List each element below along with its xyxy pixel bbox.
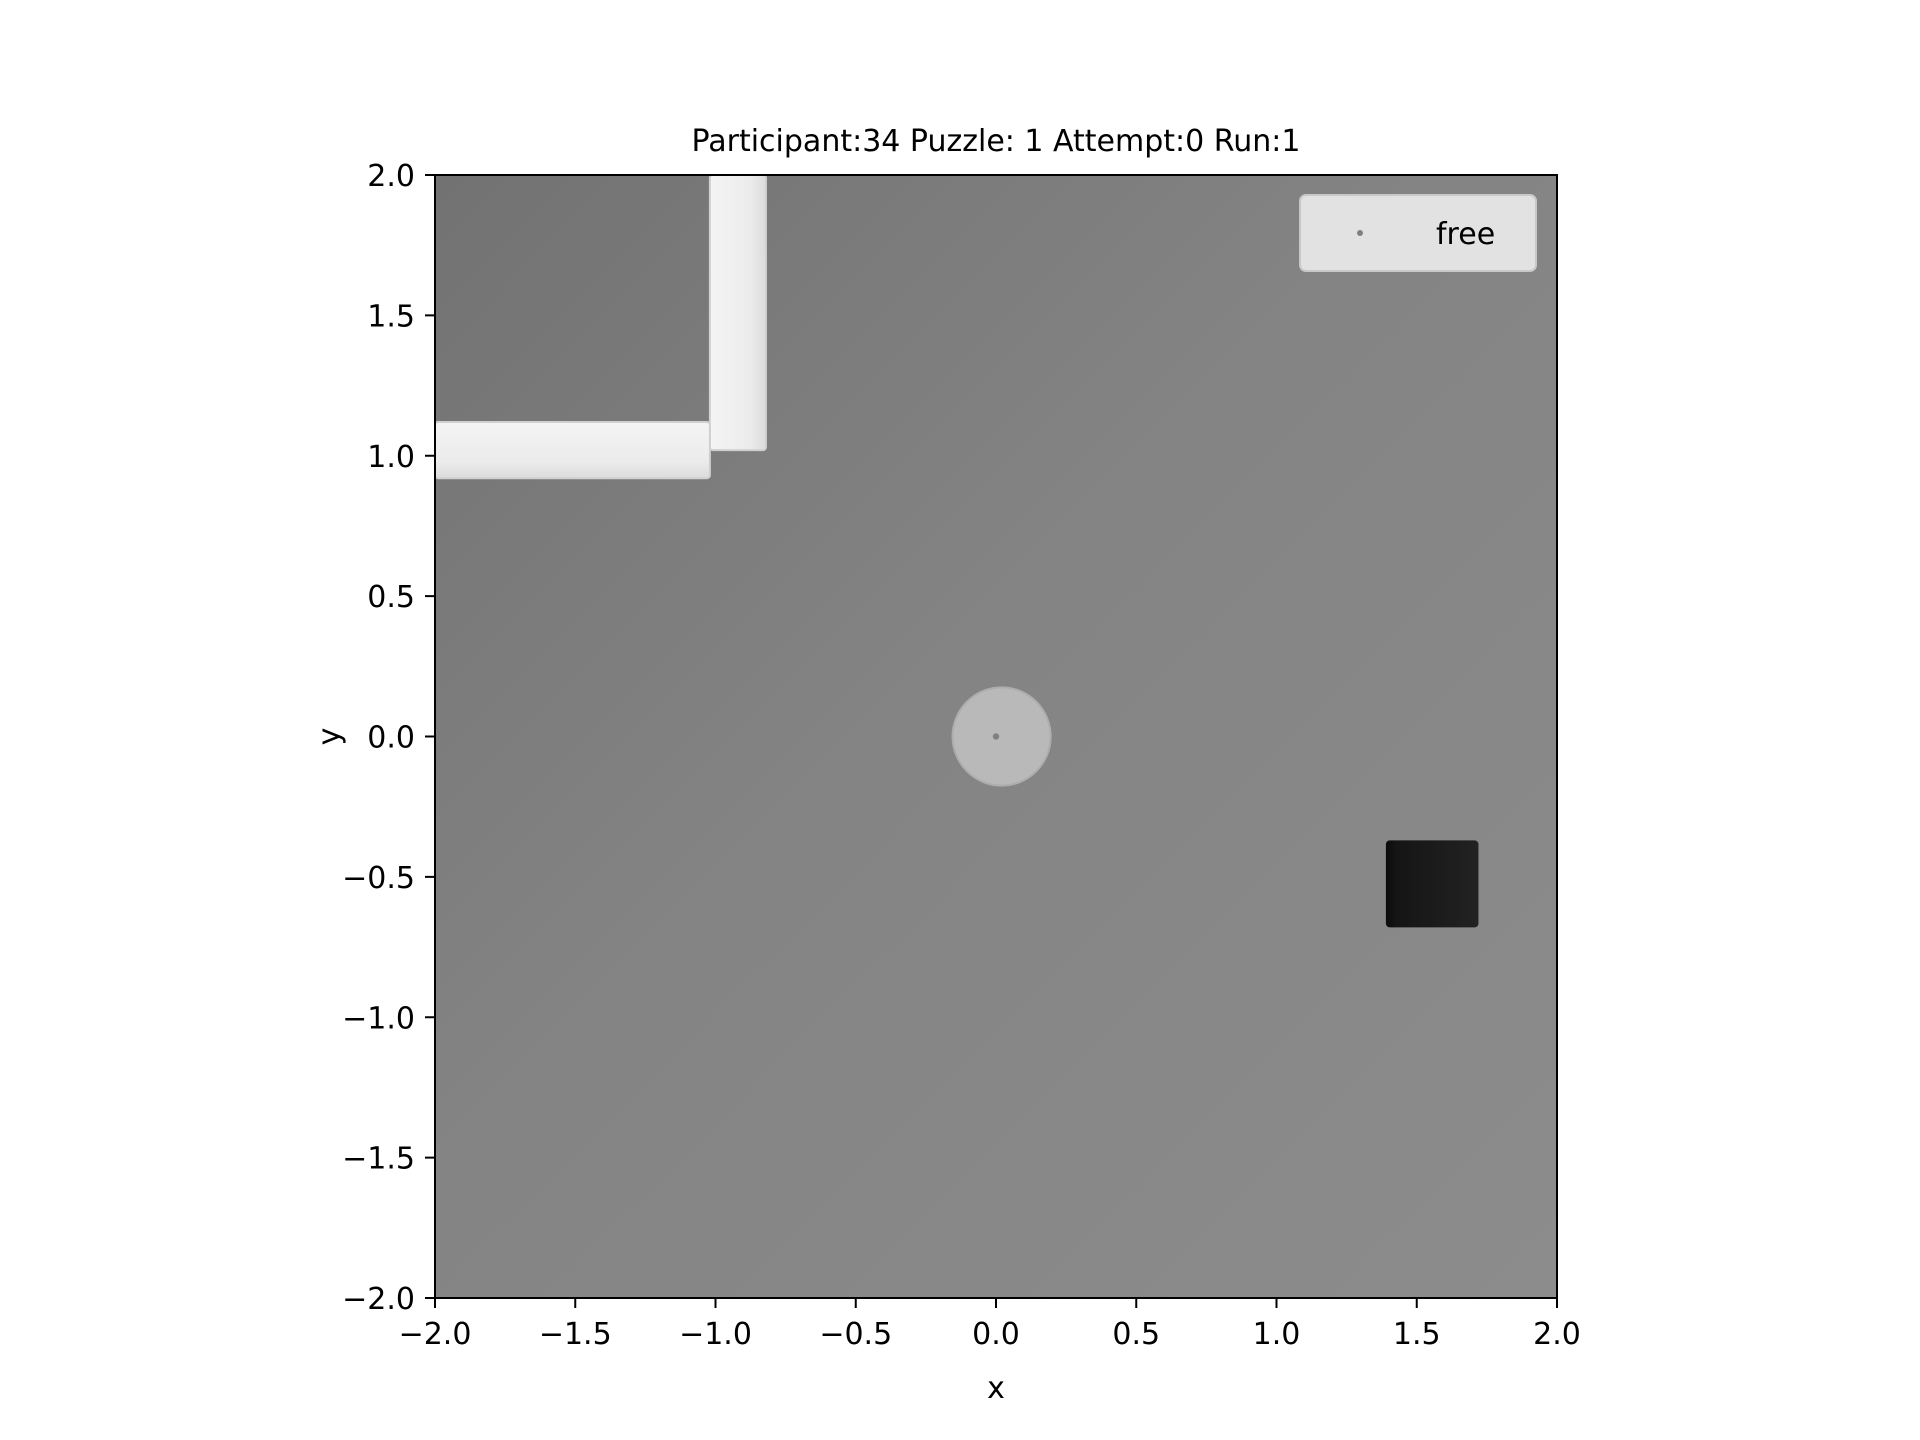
y-axis-label: y — [312, 728, 347, 746]
x-axis-label: x — [987, 1371, 1005, 1406]
scene-block — [1385, 840, 1479, 928]
y-tick-label: 1.5 — [367, 299, 415, 334]
scene-wall-2 — [434, 421, 711, 480]
x-tick-label: 0.5 — [1112, 1317, 1160, 1352]
data-point-free-1 — [992, 733, 1000, 740]
x-tick-label: −1.5 — [539, 1317, 612, 1352]
x-tick-label: 1.5 — [1393, 1317, 1441, 1352]
y-tick-label: 0.0 — [367, 721, 415, 756]
scene-disc — [951, 686, 1052, 787]
legend: free — [1299, 194, 1537, 272]
x-tick-label: 2.0 — [1533, 1317, 1581, 1352]
y-tick-label: −0.5 — [342, 861, 415, 896]
legend-marker-free — [1357, 230, 1363, 236]
x-axis: −2.0 −1.5 −1.0 −0.5 0.0 0.5 1.0 1.5 2.0 — [399, 1298, 1581, 1352]
x-tick-label: 1.0 — [1253, 1317, 1301, 1352]
y-tick-label: 1.0 — [367, 440, 415, 475]
x-tick-label: 0.0 — [972, 1317, 1020, 1352]
scene-wall-1 — [708, 174, 767, 452]
y-tick-label: −1.0 — [342, 1001, 415, 1036]
y-tick-label: −2.0 — [342, 1282, 415, 1317]
y-tick-label: 0.5 — [367, 580, 415, 615]
chart-title: Participant:34 Puzzle: 1 Attempt:0 Run:1 — [692, 124, 1301, 159]
x-tick-label: −1.0 — [679, 1317, 752, 1352]
legend-box — [1299, 194, 1537, 272]
y-tick-label: −1.5 — [342, 1142, 415, 1177]
y-tick-label: 2.0 — [367, 159, 415, 194]
x-tick-label: −0.5 — [819, 1317, 892, 1352]
x-tick-label: −2.0 — [399, 1317, 472, 1352]
legend-label-free: free — [1436, 217, 1495, 252]
y-axis: −2.0 −1.5 −1.0 −0.5 0.0 0.5 1.0 1.5 2.0 — [342, 159, 435, 1317]
scatter-series-free — [992, 733, 1000, 740]
